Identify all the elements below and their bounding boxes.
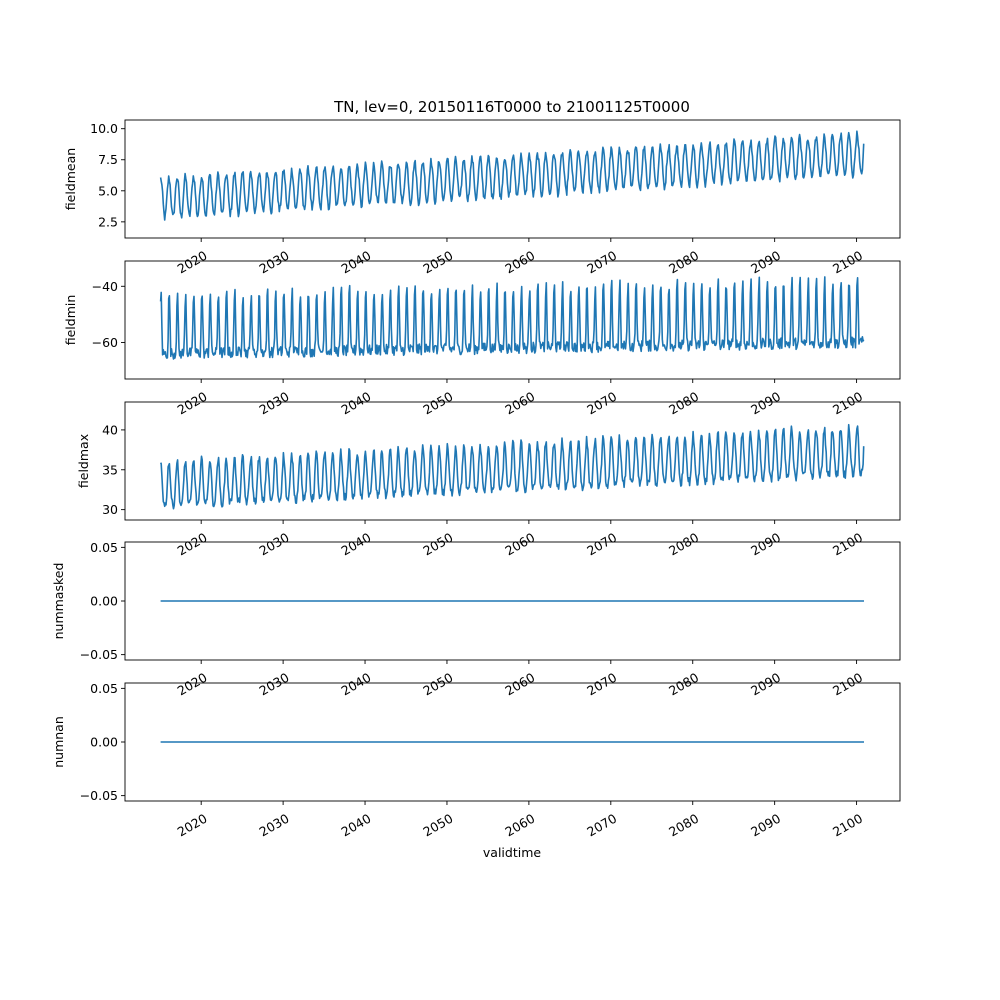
y-tick-label: 7.5 — [98, 152, 118, 167]
series-line-fieldmax — [159, 423, 865, 510]
y-tick-label: 5.0 — [98, 183, 118, 198]
y-tick-label: 2.5 — [98, 214, 118, 229]
y-tick-label: −0.05 — [80, 647, 118, 662]
axes-frame-fieldmax — [124, 401, 901, 521]
y-tick-label: 40 — [102, 422, 118, 437]
y-axis-label-numnan: numnan — [51, 716, 66, 768]
axes-frame-fieldmin — [124, 260, 901, 380]
y-tick-label: 30 — [102, 502, 118, 517]
y-tick-label: −40 — [92, 279, 118, 294]
y-tick-label: 0.00 — [90, 594, 118, 609]
y-tick-label: 0.05 — [90, 681, 118, 696]
axes-frame-fieldmean — [124, 119, 901, 239]
y-axis-label-nummasked: nummasked — [51, 563, 66, 640]
series-line-fieldmin — [159, 276, 865, 360]
y-axis-label-fieldmax: fieldmax — [76, 434, 91, 488]
y-axis-label-fieldmin: fieldmin — [63, 295, 78, 346]
figure-title: TN, lev=0, 20150116T0000 to 21001125T000… — [333, 98, 690, 116]
y-tick-label: 10.0 — [90, 121, 118, 136]
y-tick-label: −60 — [92, 335, 118, 350]
series-line-fieldmean — [159, 130, 865, 221]
y-axis-label-fieldmean: fieldmean — [63, 148, 78, 210]
y-tick-label: 0.00 — [90, 735, 118, 750]
x-axis-label: validtime — [483, 845, 541, 860]
y-tick-label: 0.05 — [90, 540, 118, 555]
y-tick-label: −0.05 — [80, 788, 118, 803]
y-tick-label: 35 — [102, 462, 118, 477]
